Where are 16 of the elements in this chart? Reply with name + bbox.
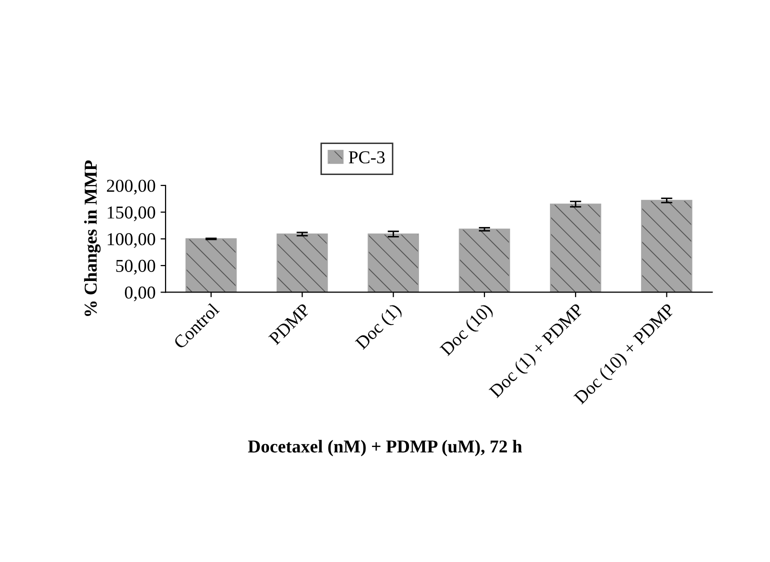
x-tick-label: Doc (10) — [439, 302, 496, 359]
bar — [641, 200, 692, 292]
y-tick-label: 200,00 — [106, 180, 156, 194]
bar — [458, 228, 510, 292]
legend-label: PC-3 — [348, 151, 385, 164]
y-tick-label: 100,00 — [108, 233, 156, 248]
bar — [276, 233, 328, 292]
y-tick-label: 0,00 — [124, 286, 156, 302]
bar — [185, 238, 237, 292]
x-axis-title: Docetaxel (nM) + PDMP (uM), 72 h — [248, 440, 522, 456]
y-tick-label: 50,00 — [116, 260, 156, 275]
x-tick-label: Doc (1) — [354, 302, 404, 353]
y-axis-title: % Changes in MMP — [84, 160, 101, 316]
y-tick-label: 150,00 — [108, 206, 156, 222]
bar — [550, 204, 602, 292]
bar — [368, 233, 419, 292]
